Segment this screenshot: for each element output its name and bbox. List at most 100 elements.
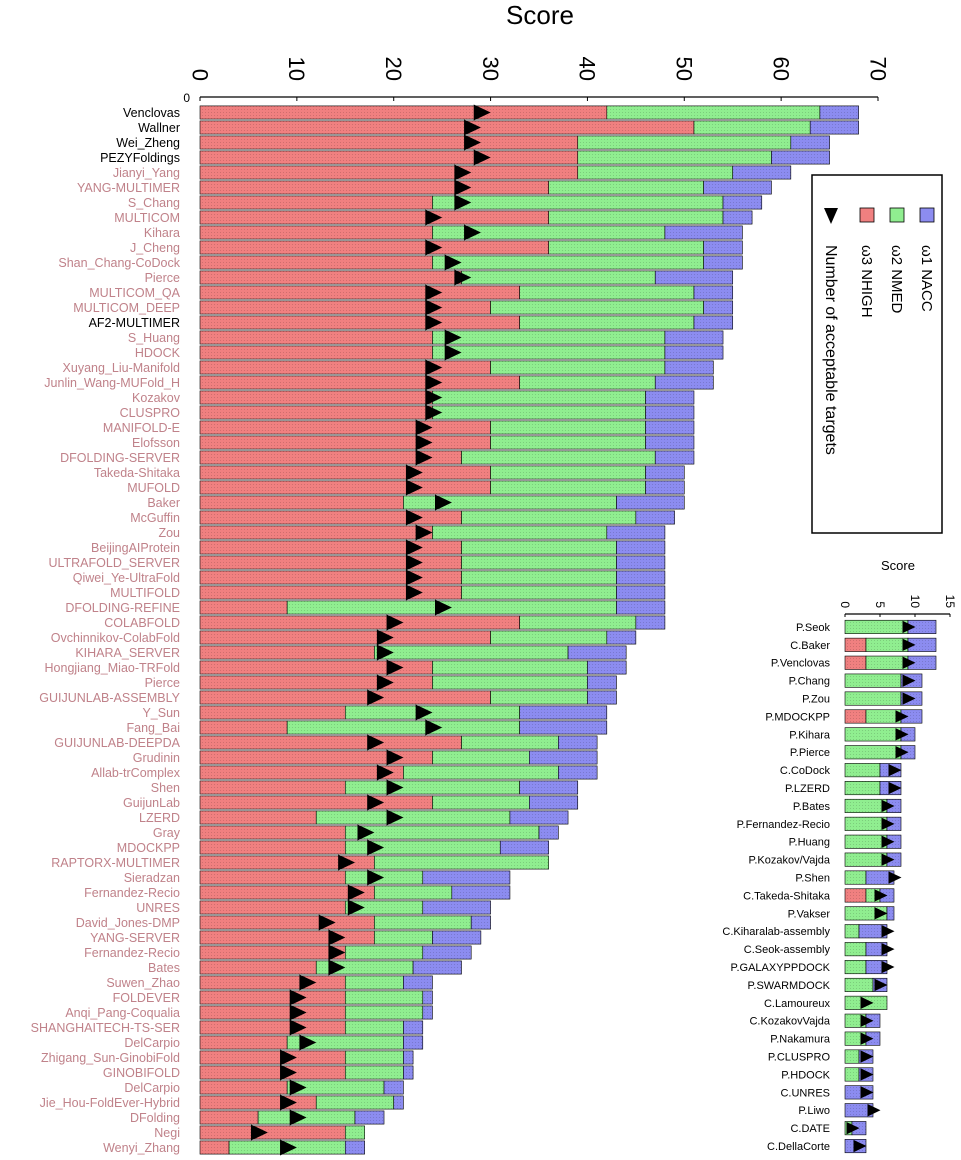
main-row-label: Gray bbox=[153, 826, 181, 840]
main-bar-texture bbox=[200, 510, 462, 525]
main-bar-texture bbox=[558, 735, 598, 750]
inset-row-label: C.CoDock bbox=[780, 765, 831, 777]
inset-bar-texture bbox=[845, 656, 866, 670]
main-bar-texture bbox=[616, 555, 665, 570]
main-bar-texture bbox=[461, 270, 656, 285]
main-bar-texture bbox=[810, 120, 859, 135]
main-bar-texture bbox=[519, 375, 656, 390]
inset-row-label: P.Pierce bbox=[790, 747, 830, 759]
main-count-marker bbox=[386, 809, 404, 826]
main-row-label: MANIFOLD-E bbox=[103, 421, 180, 435]
main-bar-texture bbox=[200, 840, 346, 855]
main-bar-texture bbox=[616, 600, 665, 615]
main-bar-texture bbox=[200, 480, 491, 495]
inset-bar-texture bbox=[887, 906, 894, 921]
main-bar-texture bbox=[345, 1050, 404, 1065]
main-bar-texture bbox=[200, 165, 578, 180]
main-count-marker bbox=[464, 119, 481, 136]
main-bar-texture bbox=[664, 225, 743, 240]
main-bar-texture bbox=[490, 465, 646, 480]
main-count-marker bbox=[386, 659, 404, 676]
main-bar-texture bbox=[200, 465, 491, 480]
main-bar-texture bbox=[771, 150, 830, 165]
inset-row-label: C.Takeda-Shitaka bbox=[743, 890, 831, 902]
main-bar-texture bbox=[200, 660, 433, 675]
main-bar-texture bbox=[732, 165, 791, 180]
main-bar-texture bbox=[519, 615, 636, 630]
inset-count-marker bbox=[860, 1014, 874, 1027]
main-row-label: Shen bbox=[151, 781, 180, 795]
main-bar-texture bbox=[790, 135, 830, 150]
inset-bar-texture bbox=[845, 673, 901, 688]
main-count-marker bbox=[376, 674, 394, 691]
main-bar-texture bbox=[645, 405, 694, 420]
main-bar-texture bbox=[490, 435, 646, 450]
main-bar-texture bbox=[200, 915, 375, 930]
main-row-label: MULTICOM_DEEP bbox=[73, 301, 180, 315]
main-bar-texture bbox=[422, 1005, 433, 1020]
inset-bar-chart: Score 0 5 10 15 P.Seok C.Baker P.Venclovas P.C… bbox=[722, 558, 957, 1154]
main-count-marker bbox=[376, 644, 394, 661]
main-bar-texture bbox=[384, 1080, 404, 1095]
main-count-marker bbox=[280, 1094, 297, 1111]
main-bar-texture bbox=[345, 1005, 423, 1020]
main-tick-label: 70 bbox=[865, 57, 890, 81]
main-bar-texture bbox=[703, 240, 743, 255]
legend-high-label: ω3 NHIGH bbox=[858, 245, 875, 318]
main-bar-texture bbox=[490, 360, 665, 375]
main-bar-texture bbox=[200, 930, 375, 945]
main-bar-texture bbox=[200, 990, 346, 1005]
main-row-label: Y_Sun bbox=[142, 706, 180, 720]
main-bar-texture bbox=[345, 1065, 404, 1080]
inset-count-marker bbox=[888, 763, 902, 777]
main-row-label: FOLDEVER bbox=[113, 991, 180, 1005]
main-bar-texture bbox=[200, 945, 346, 960]
main-row-label: YANG-MULTIMER bbox=[77, 181, 180, 195]
main-tick-label: 30 bbox=[478, 57, 503, 81]
inset-count-marker bbox=[881, 799, 895, 813]
main-bar-texture bbox=[635, 510, 675, 525]
inset-chart-title: Score bbox=[881, 558, 915, 573]
main-bar-texture bbox=[345, 900, 423, 915]
inset-bar-texture bbox=[908, 656, 936, 670]
main-bar-texture bbox=[655, 270, 733, 285]
main-bar-texture bbox=[587, 675, 617, 690]
main-bar-texture bbox=[723, 210, 753, 225]
main-bar-texture bbox=[374, 915, 472, 930]
inset-count-marker bbox=[881, 835, 895, 848]
main-bar-texture bbox=[490, 300, 704, 315]
main-bar-texture bbox=[354, 1110, 385, 1125]
main-count-marker bbox=[299, 974, 317, 991]
inset-bar-texture bbox=[845, 709, 866, 724]
main-bar-texture bbox=[577, 165, 733, 180]
main-bar-texture bbox=[529, 750, 598, 765]
inset-row-label: C.DellaCorte bbox=[767, 1141, 830, 1153]
main-bar-texture bbox=[200, 375, 520, 390]
inset-row-label: P.Liwo bbox=[798, 1105, 830, 1117]
inset-row-label: C.DATE bbox=[790, 1123, 830, 1135]
inset-row-label: P.MDOCKPP bbox=[765, 711, 830, 723]
main-bar-texture bbox=[345, 1140, 365, 1155]
inset-row-label: C.Lamoureux bbox=[764, 998, 831, 1010]
inset-count-marker bbox=[874, 907, 888, 920]
main-count-marker bbox=[376, 764, 394, 781]
inset-bars bbox=[844, 619, 937, 1154]
inset-bar-texture bbox=[866, 638, 908, 652]
main-count-marker bbox=[405, 479, 423, 496]
main-count-marker bbox=[405, 569, 423, 586]
main-row-label: KIHARA_SERVER bbox=[75, 646, 180, 660]
main-row-label: DFOLDING-SERVER bbox=[60, 451, 180, 465]
main-tick-label: 50 bbox=[672, 57, 697, 81]
inset-row-label: P.Kozakov/Vajda bbox=[748, 855, 830, 867]
main-row-label: YANG-SERVER bbox=[90, 931, 180, 945]
main-bar-texture bbox=[200, 900, 346, 915]
main-row-label: DFolding bbox=[130, 1111, 180, 1125]
main-bar-texture bbox=[539, 825, 559, 840]
main-bar-texture bbox=[200, 645, 375, 660]
main-bar-texture bbox=[645, 435, 694, 450]
main-bar-texture bbox=[461, 450, 656, 465]
main-bar-texture bbox=[432, 225, 665, 240]
main-bar-texture bbox=[200, 255, 433, 270]
main-row-label: DFOLDING-REFINE bbox=[65, 601, 180, 615]
main-bar-texture bbox=[374, 930, 433, 945]
